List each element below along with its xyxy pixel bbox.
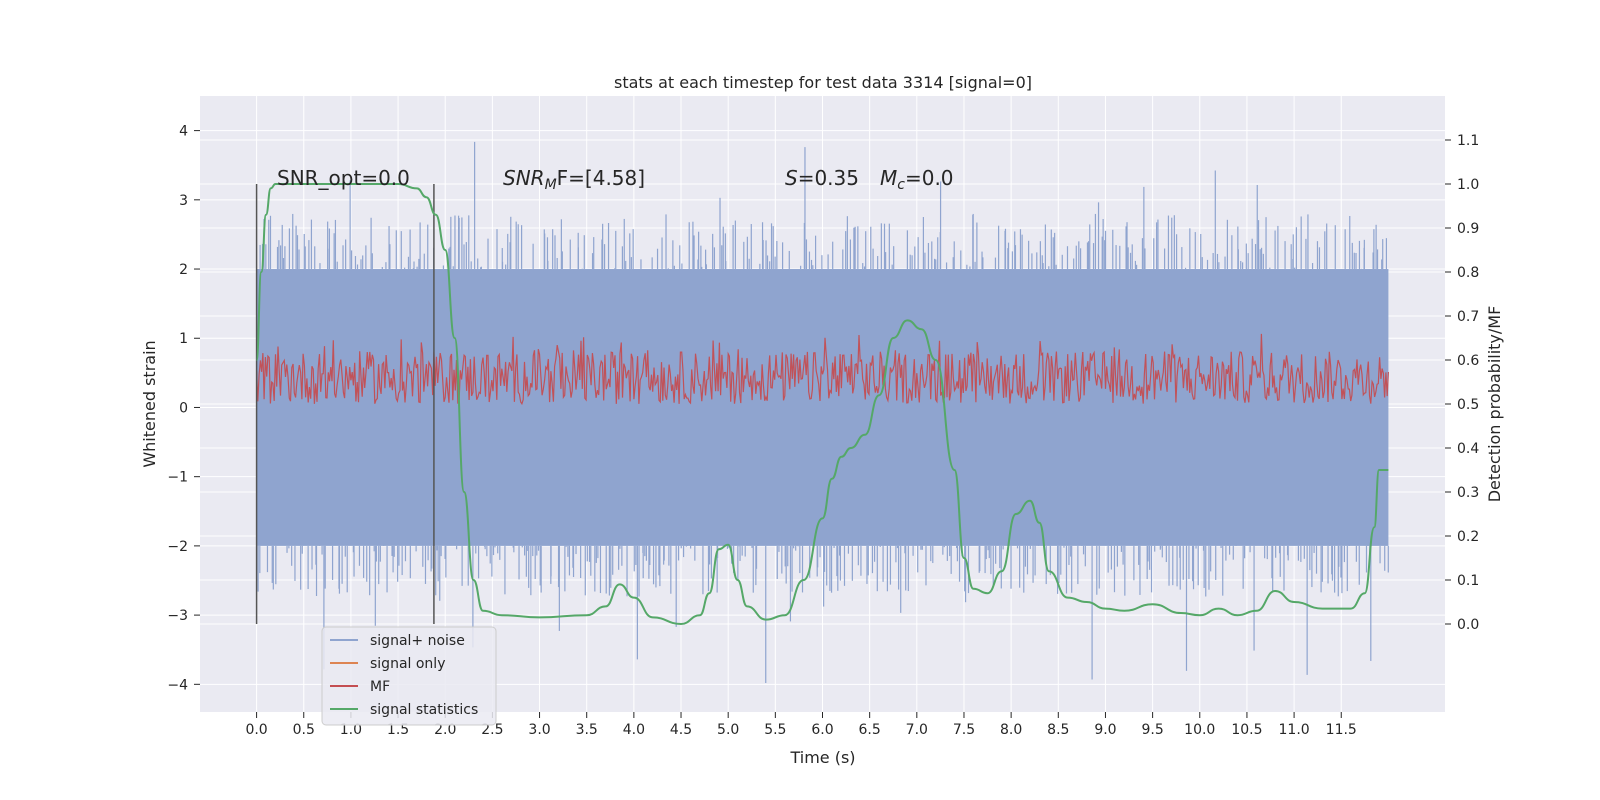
y-right-tick-label: 0.1	[1457, 573, 1479, 589]
y-right-tick-label: 0.0	[1457, 617, 1479, 633]
y-right-tick-label: 0.3	[1457, 485, 1479, 501]
x-tick-label: 4.5	[670, 722, 692, 738]
y-axis-right-label: Detection probability/MF	[1485, 306, 1504, 503]
annotation-s: S=0.35	[785, 166, 859, 190]
y-left-tick-label: 0	[179, 400, 188, 416]
x-tick-label: 5.0	[717, 722, 739, 738]
annotation-mc-rest: =0.0	[905, 166, 954, 190]
y-right-tick-label: 0.4	[1457, 441, 1479, 457]
x-tick-label: 9.0	[1094, 722, 1116, 738]
annotation-snr-mf-symbol: SNR	[503, 166, 545, 190]
mf-series	[256, 333, 1389, 406]
x-tick-label: 10.5	[1231, 722, 1262, 738]
y-right-tick-label: 1.0	[1457, 177, 1479, 193]
x-tick-label: 6.5	[859, 722, 881, 738]
x-tick-label: 11.0	[1279, 722, 1310, 738]
y-right-tick-label: 1.1	[1457, 133, 1479, 149]
y-right-tick-label: 0.6	[1457, 353, 1479, 369]
x-tick-label: 3.0	[528, 722, 550, 738]
y-axis-right-ticks: 1.1 1.0 0.9 0.8 0.7 0.6 0.5 0.4 0.3 0.2 0.1 0.0	[1445, 133, 1479, 633]
y-left-tick-label: 2	[179, 262, 188, 278]
y-left-tick-label: −3	[167, 608, 188, 624]
y-left-tick-label: −2	[167, 539, 188, 555]
y-axis-left-label: Whitened strain	[140, 340, 159, 467]
annotation-mc-sub: c	[897, 177, 905, 193]
annotation-s-rest: =0.35	[798, 166, 859, 190]
x-tick-label: 10.0	[1184, 722, 1215, 738]
signal-statistics-line	[255, 183, 1389, 626]
x-tick-label: 7.0	[906, 722, 928, 738]
annotation-snr-mf: SNRMF=[4.58]	[503, 166, 645, 193]
legend-label-signal-noise: signal+ noise	[370, 633, 465, 649]
y-right-tick-label: 0.7	[1457, 309, 1479, 325]
x-tick-label: 3.5	[576, 722, 598, 738]
legend-label-signal-only: signal only	[370, 656, 445, 672]
y-right-tick-label: 0.8	[1457, 265, 1479, 281]
y-left-tick-label: −4	[167, 677, 188, 693]
legend-label-mf: MF	[370, 679, 390, 695]
legend-box	[321, 626, 497, 726]
annotation-snr-mf-rest: F=[4.58]	[557, 166, 645, 190]
y-right-tick-label: 0.5	[1457, 397, 1479, 413]
annotation-mc-symbol: M	[880, 166, 897, 190]
legend: signal+ noise signal only MF signal stat…	[321, 626, 497, 726]
vertical-markers	[255, 184, 435, 624]
x-tick-label: 9.5	[1141, 722, 1163, 738]
annotation-s-symbol: S	[785, 166, 798, 190]
mf-line	[256, 333, 1389, 406]
x-tick-label: 6.0	[811, 722, 833, 738]
x-tick-label: 0.5	[293, 722, 315, 738]
y-left-tick-label: −1	[167, 470, 188, 486]
chart-title: stats at each timestep for test data 331…	[614, 73, 1032, 92]
y-right-tick-label: 0.9	[1457, 221, 1479, 237]
y-left-tick-label: 3	[179, 193, 188, 209]
x-tick-label: 7.5	[953, 722, 975, 738]
x-tick-label: 1.0	[340, 722, 362, 738]
x-tick-label: 4.0	[623, 722, 645, 738]
x-tick-label: 2.0	[434, 722, 456, 738]
x-axis-label: Time (s)	[789, 748, 855, 767]
signal-noise-series	[256, 141, 1389, 683]
y-axis-left-ticks: 4 3 2 1 0 −1 −2 −3 −4	[167, 124, 200, 693]
y-left-tick-label: 4	[179, 124, 188, 140]
x-tick-label: 5.5	[764, 722, 786, 738]
x-tick-label: 8.5	[1047, 722, 1069, 738]
signal-noise-core-band	[256, 269, 1389, 546]
y-right-tick-label: 0.2	[1457, 529, 1479, 545]
x-axis-ticks: 0.0 0.5 1.0 1.5 2.0 2.5 3.0 3.5 4.0 4.5 5.0 5.5 6.0 6…	[245, 712, 1357, 738]
annotation-snr-mf-sub: M	[545, 177, 557, 193]
x-tick-label: 2.5	[481, 722, 503, 738]
x-tick-label: 8.0	[1000, 722, 1022, 738]
x-tick-label: 1.5	[387, 722, 409, 738]
y-left-tick-label: 1	[179, 331, 188, 347]
x-tick-label: 11.5	[1326, 722, 1357, 738]
legend-label-statistics: signal statistics	[370, 702, 478, 718]
annotation-snr-opt: SNR_opt=0.0	[277, 166, 410, 190]
x-tick-label: 0.0	[245, 722, 267, 738]
annotation-mc: Mc=0.0	[880, 166, 954, 193]
